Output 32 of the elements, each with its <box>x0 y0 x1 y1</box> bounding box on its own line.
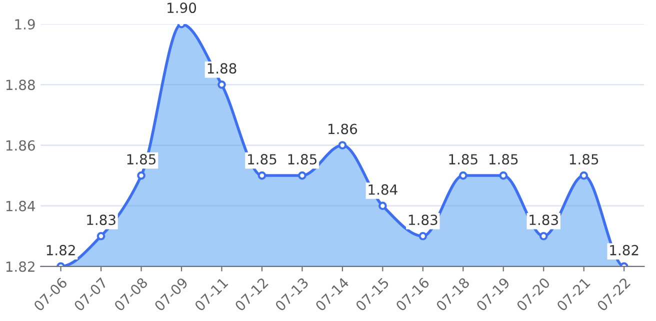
data-label: 1.83 <box>530 214 558 226</box>
data-label: 1.85 <box>248 154 276 165</box>
y-tick-label: 1.82 <box>6 261 34 272</box>
data-label: 1.85 <box>570 154 598 165</box>
point <box>580 171 588 180</box>
data-label: 1.88 <box>208 63 236 74</box>
point <box>539 232 548 240</box>
point <box>458 171 468 180</box>
point <box>338 141 347 150</box>
point <box>137 171 146 180</box>
data-label: 1.85 <box>489 154 518 165</box>
point <box>96 232 106 240</box>
point <box>499 171 508 180</box>
data-label: 1.85 <box>288 154 316 165</box>
y-tick-label: 1.86 <box>6 140 35 151</box>
data-label: 1.86 <box>328 124 358 134</box>
data-label: 1.83 <box>408 214 438 226</box>
data-label: 1.85 <box>127 154 156 165</box>
point <box>298 171 306 180</box>
data-label: 1.83 <box>87 214 116 226</box>
data-label: 1.90 <box>168 2 196 14</box>
y-tick-label: 1.88 <box>6 80 35 90</box>
data-label: 1.85 <box>449 154 478 165</box>
point <box>418 232 428 240</box>
data-label: 1.82 <box>610 244 638 256</box>
data-label: 1.84 <box>368 184 398 195</box>
y-tick-label: 1.84 <box>6 200 36 212</box>
point <box>258 171 266 180</box>
y-tick-label: 1.9 <box>15 19 35 30</box>
data-label: 1.82 <box>46 244 75 256</box>
point <box>378 202 387 210</box>
point <box>218 80 226 89</box>
